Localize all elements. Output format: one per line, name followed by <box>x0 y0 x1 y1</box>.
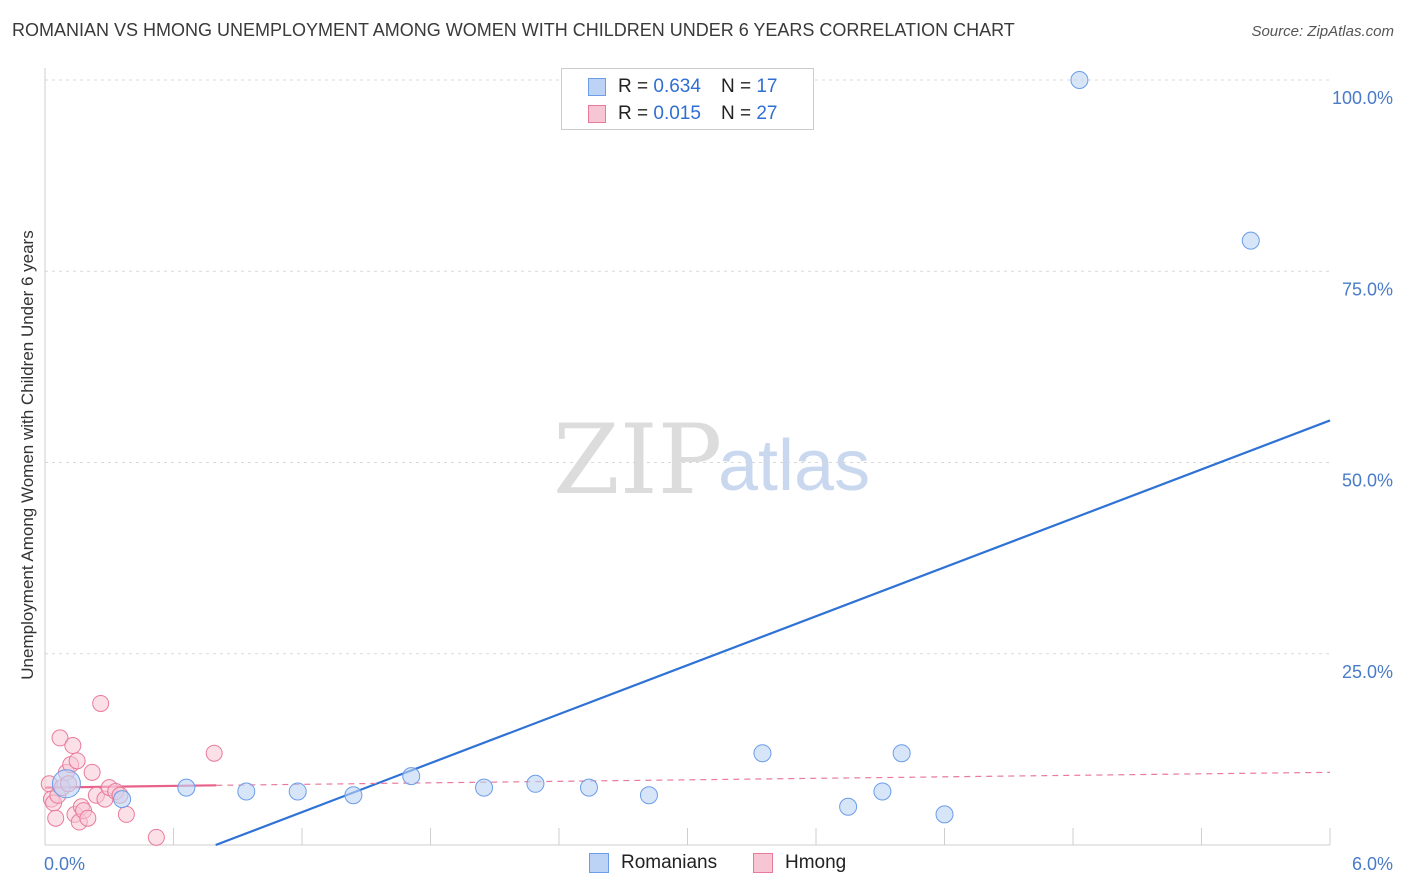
romanians-point <box>113 790 132 809</box>
romanians-point <box>839 797 858 816</box>
series-legend: Romanians Hmong <box>0 852 1406 876</box>
romanians-swatch <box>588 78 606 96</box>
hmong-point <box>205 744 223 762</box>
romanians-point <box>873 782 892 801</box>
legend-r-value: 0.015 <box>653 103 701 124</box>
y-tick-label: 75.0% <box>1342 279 1393 299</box>
x-tick-label: 6.0% <box>1352 854 1393 874</box>
romanians-point <box>1241 231 1260 250</box>
gridlines <box>45 79 1330 655</box>
legend-r-label: R = <box>618 76 649 97</box>
romanians-point <box>288 782 307 801</box>
legend-n-label: N = <box>720 76 752 97</box>
legend-item-romanians[interactable]: Romanians <box>589 852 717 874</box>
legend-r-label: R = <box>618 103 649 124</box>
chart-title: ROMANIAN VS HMONG UNEMPLOYMENT AMONG WOM… <box>12 20 1015 40</box>
romanians-trendline <box>215 419 1331 847</box>
hmong-legend-swatch <box>753 853 773 873</box>
hmong-point <box>68 752 86 770</box>
hmong-point <box>47 809 65 827</box>
romanians-point <box>475 778 494 797</box>
legend-row-romanians: R = 0.634 N = 17 <box>588 75 777 99</box>
hmong-point <box>117 805 135 823</box>
hmong-point <box>92 694 110 712</box>
legend-n-label: N = <box>720 103 752 124</box>
watermark-zip: ZIP <box>553 404 722 516</box>
hmong-trendline-dashed <box>216 771 1331 786</box>
romanians-point <box>935 805 954 824</box>
romanians-point <box>177 778 196 797</box>
legend-r-value: 0.634 <box>653 76 701 97</box>
y-tick-label: 50.0% <box>1342 471 1393 491</box>
hmong-point <box>79 809 97 827</box>
correlation-legend: R = 0.634 N = 17 R = 0.015 N = 27 <box>561 68 814 130</box>
romanians-legend-swatch <box>589 853 609 873</box>
romanians-point <box>344 786 363 805</box>
hmong-swatch <box>588 105 606 123</box>
romanians-point <box>639 786 658 805</box>
romanians-legend-label: Romanians <box>621 852 718 873</box>
legend-row-hmong: R = 0.015 N = 27 <box>588 102 777 126</box>
tick-labels: 25.0% 50.0% 75.0% 100.0% 0.0% 6.0% <box>44 88 1393 874</box>
romanians-point <box>402 767 421 786</box>
romanians-point <box>526 774 545 793</box>
romanians-point <box>1070 71 1089 89</box>
hmong-point <box>51 729 69 747</box>
x-tick-label: 0.0% <box>44 854 85 874</box>
legend-n-value: 17 <box>756 76 778 97</box>
source-label: Source: ZipAtlas.com <box>1251 23 1394 40</box>
hmong-legend-label: Hmong <box>785 852 847 873</box>
romanians-point <box>892 744 911 763</box>
watermark-atlas: atlas <box>718 426 870 506</box>
hmong-point <box>147 828 165 846</box>
axes <box>44 68 1331 846</box>
romanians-point <box>237 782 256 801</box>
y-tick-label: 100.0% <box>1332 88 1393 108</box>
hmong-point <box>64 737 82 755</box>
legend-item-hmong[interactable]: Hmong <box>753 852 846 874</box>
points <box>40 71 1260 846</box>
romanians-point <box>579 778 598 797</box>
romanians-point <box>51 769 81 799</box>
romanians-point <box>753 744 772 763</box>
y-tick-label: 25.0% <box>1342 662 1393 682</box>
hmong-point <box>83 763 101 781</box>
legend-n-value: 27 <box>756 103 778 124</box>
watermark: ZIP atlas <box>553 404 870 516</box>
